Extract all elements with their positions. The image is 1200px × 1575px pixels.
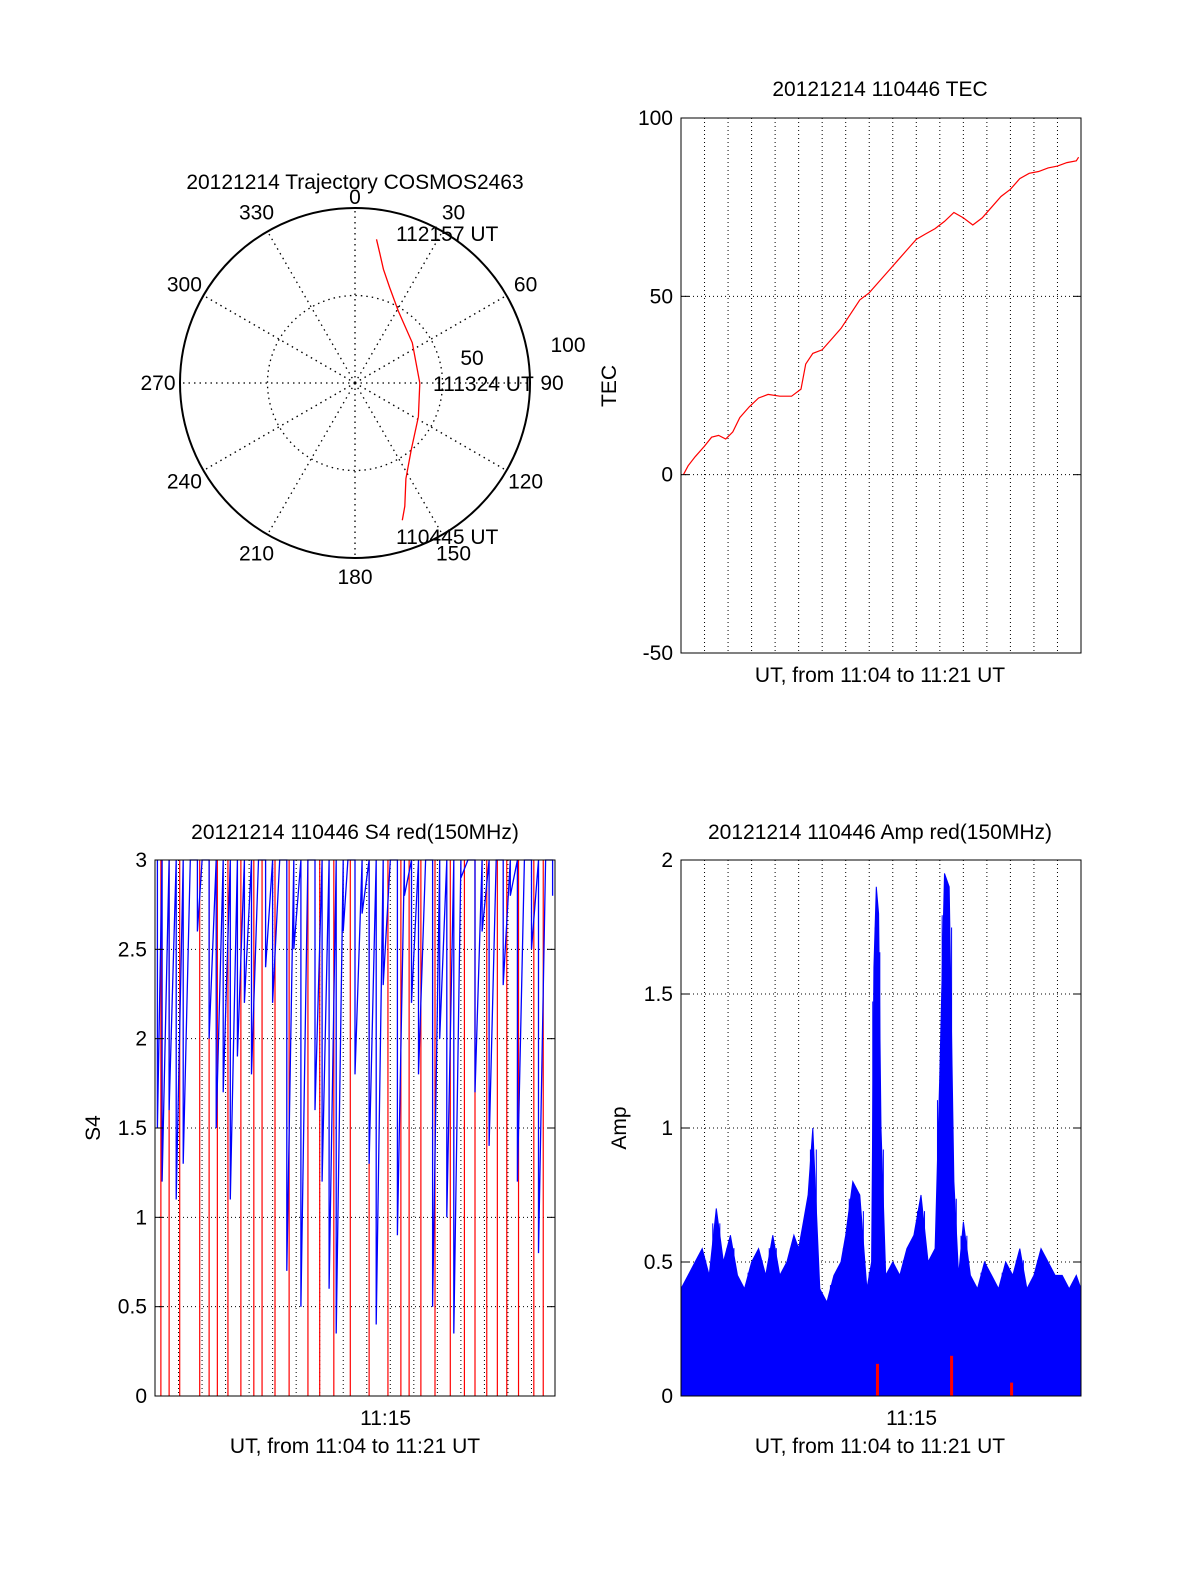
tec-axes-frame <box>680 117 1082 654</box>
s4-title: 20121214 110446 S4 red(150MHz) <box>191 821 519 844</box>
tec-title: 20121214 110446 TEC <box>772 78 987 101</box>
polar-spoke <box>354 382 507 472</box>
amp-y-tick-label: 0.5 <box>644 1251 673 1274</box>
amp-x-tick-label: 11:15 <box>886 1407 937 1430</box>
s4-blue-trace <box>156 859 554 1334</box>
tec-y-ticks: -50 0 50 100 <box>638 107 1081 665</box>
s4-y-tick-label: 0 <box>135 1385 147 1408</box>
polar-azimuth-label: 120 <box>508 471 543 494</box>
amp-panel: 20121214 110446 Amp red(150MHz) 0 0.5 1 1.5… <box>608 821 1082 1458</box>
polar-azimuth-label: 30 <box>442 201 465 224</box>
tec-xlabel: UT, from 11:04 to 11:21 UT <box>755 664 1005 687</box>
polar-azimuth-label: 60 <box>514 274 537 297</box>
s4-x-tick-label: 11:15 <box>360 1407 411 1430</box>
amp-y-tick-label: 1.5 <box>644 983 673 1006</box>
s4-ylabel: S4 <box>82 1115 105 1141</box>
polar-azimuth-label: 270 <box>140 372 175 395</box>
polar-azimuth-label: 150 <box>436 543 471 566</box>
polar-radial-label-100: 100 <box>550 334 585 357</box>
amp-y-tick-label: 2 <box>661 849 673 872</box>
tec-y-tick-label: -50 <box>643 642 673 665</box>
amp-y-tick-label: 1 <box>661 1117 673 1140</box>
polar-grid <box>180 208 530 558</box>
polar-title: 20121214 Trajectory COSMOS2463 <box>186 171 523 194</box>
s4-y-tick-label: 0.5 <box>118 1296 147 1319</box>
polar-ring-50 <box>266 294 444 472</box>
polar-series <box>375 239 421 521</box>
tec-ylabel: TEC <box>598 365 621 407</box>
polar-outer-ring <box>179 207 531 559</box>
polar-spoke <box>266 382 356 535</box>
polar-azimuth-label: 240 <box>167 471 202 494</box>
s4-y-tick-label: 2 <box>135 1028 147 1051</box>
s4-xlabel: UT, from 11:04 to 11:21 UT <box>230 1435 480 1458</box>
amp-y-ticks: 0 0.5 1 1.5 2 <box>644 849 1081 1408</box>
tec-y-tick-label: 100 <box>638 107 673 130</box>
polar-azimuth-label: 210 <box>239 543 274 566</box>
polar-trajectory-line <box>375 239 421 521</box>
polar-annotation-mid: 111324 UT <box>433 373 534 396</box>
tec-panel: 20121214 110446 TEC -50 0 50 100 UT, from 1… <box>598 78 1082 687</box>
tec-y-tick-label: 0 <box>661 464 673 487</box>
tec-series <box>682 156 1080 475</box>
s4-y-tick-label: 1 <box>135 1206 147 1229</box>
polar-annotation-start: 110445 UT <box>396 526 499 549</box>
polar-spoke <box>266 231 356 384</box>
amp-xlabel: UT, from 11:04 to 11:21 UT <box>755 1435 1005 1458</box>
polar-spoke <box>203 382 356 472</box>
amp-series <box>680 873 1082 1397</box>
polar-azimuth-label: 90 <box>540 372 563 395</box>
tec-grid <box>681 117 1081 654</box>
amp-ylabel: Amp <box>608 1106 631 1149</box>
s4-x-ticks: 11:15 <box>360 1407 411 1430</box>
s4-panel: 20121214 110446 S4 red(150MHz) 0 0.5 1 1.5 2… <box>82 821 556 1458</box>
polar-azimuth-label: 0 <box>349 186 361 209</box>
amp-title: 20121214 110446 Amp red(150MHz) <box>708 821 1052 844</box>
polar-azimuth-label: 300 <box>167 274 202 297</box>
s4-y-tick-label: 3 <box>135 849 147 872</box>
amp-x-ticks: 11:15 <box>886 1407 937 1430</box>
polar-radial-label-50: 50 <box>460 347 483 370</box>
s4-y-tick-label: 2.5 <box>118 938 147 961</box>
amp-y-tick-label: 0 <box>661 1385 673 1408</box>
polar-spoke <box>354 382 444 535</box>
polar-spoke <box>354 294 507 384</box>
tec-series-line <box>682 156 1080 475</box>
polar-azimuth-labels: 0 30 60 90 120 150 180 210 240 270 300 330 <box>140 186 563 589</box>
polar-panel: 20121214 Trajectory COSMOS2463 0 30 60 90 12… <box>140 171 585 589</box>
tec-y-tick-label: 50 <box>650 285 673 308</box>
polar-azimuth-label: 180 <box>337 566 372 589</box>
polar-annotation-end: 112157 UT <box>396 223 499 246</box>
polar-azimuth-label: 330 <box>239 201 274 224</box>
s4-y-tick-label: 1.5 <box>118 1117 147 1140</box>
s4-y-ticks: 0 0.5 1 1.5 2 2.5 3 <box>118 849 555 1408</box>
